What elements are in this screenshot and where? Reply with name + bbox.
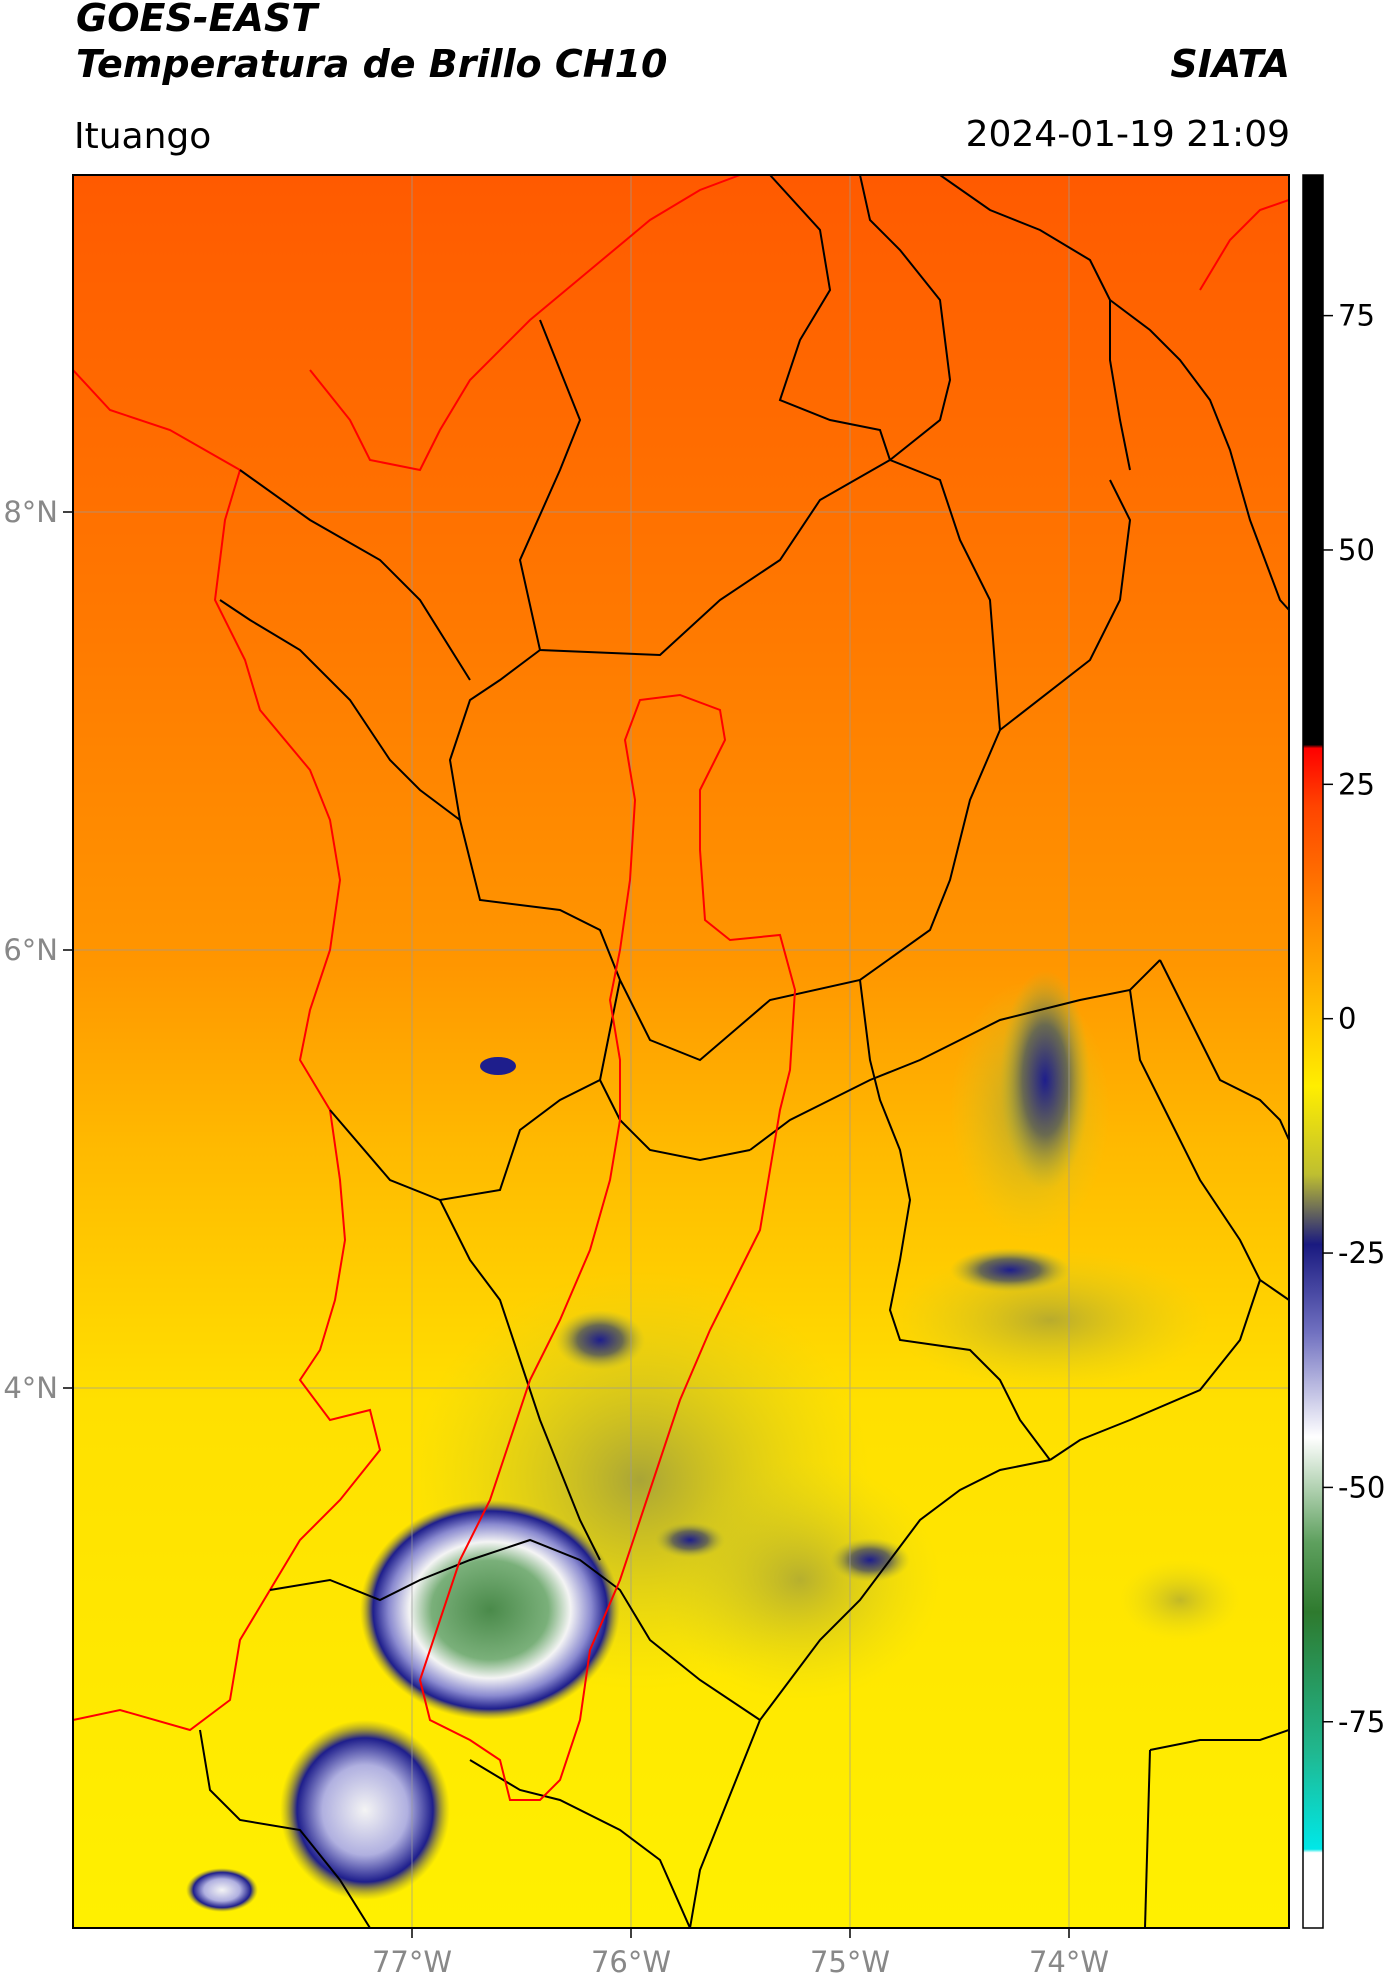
graticule xyxy=(73,175,1289,1928)
small-cloud-cell xyxy=(480,1057,516,1075)
title-line-2: Temperatura de Brillo CH10 xyxy=(76,42,668,86)
colorbar-tick-label: -25 xyxy=(1338,1236,1384,1270)
brand-label: SIATA xyxy=(1170,42,1290,86)
title-line-1: GOES-EAST xyxy=(76,0,318,40)
colorbar-tick-label: 25 xyxy=(1338,767,1375,801)
colorbar-tick-label: -50 xyxy=(1338,1470,1384,1504)
latitude-labels: 8°N 6°N 4°N xyxy=(3,495,73,1405)
department-borders xyxy=(199,175,1289,1928)
lon-label-77w: 77°W xyxy=(372,1945,452,1979)
location-label: Ituango xyxy=(74,116,212,157)
lon-label-74w: 74°W xyxy=(1029,1945,1109,1979)
colorbar-tick-label: 50 xyxy=(1338,533,1375,567)
longitude-labels: 77°W 76°W 75°W 74°W xyxy=(372,1928,1109,1979)
map-frame xyxy=(72,174,1290,1929)
colorbar-tick-label: 75 xyxy=(1338,299,1375,333)
lat-label-8n: 8°N xyxy=(3,495,58,529)
storm-cell-main xyxy=(360,1500,620,1720)
colorbar-scale xyxy=(1302,174,1324,1929)
lat-label-4n: 4°N xyxy=(3,1371,58,1405)
lat-label-6n: 6°N xyxy=(3,933,58,967)
basin-outline xyxy=(418,693,797,1801)
colorbar-tick-label: -75 xyxy=(1338,1705,1384,1739)
storm-cell-south xyxy=(280,1720,450,1900)
lon-label-76w: 76°W xyxy=(591,1945,671,1979)
colorbar-ticks: 75 50 25 0 -25 -50 -75 xyxy=(1323,299,1384,1739)
lon-label-75w: 75°W xyxy=(810,1945,890,1979)
colorbar: 75 50 25 0 -25 -50 -75 xyxy=(1302,174,1384,1929)
colorbar-tick-label: 0 xyxy=(1338,1002,1356,1036)
cloud-cell-north-east xyxy=(1000,970,1090,1190)
timestamp-label: 2024-01-19 21:09 xyxy=(965,114,1290,155)
